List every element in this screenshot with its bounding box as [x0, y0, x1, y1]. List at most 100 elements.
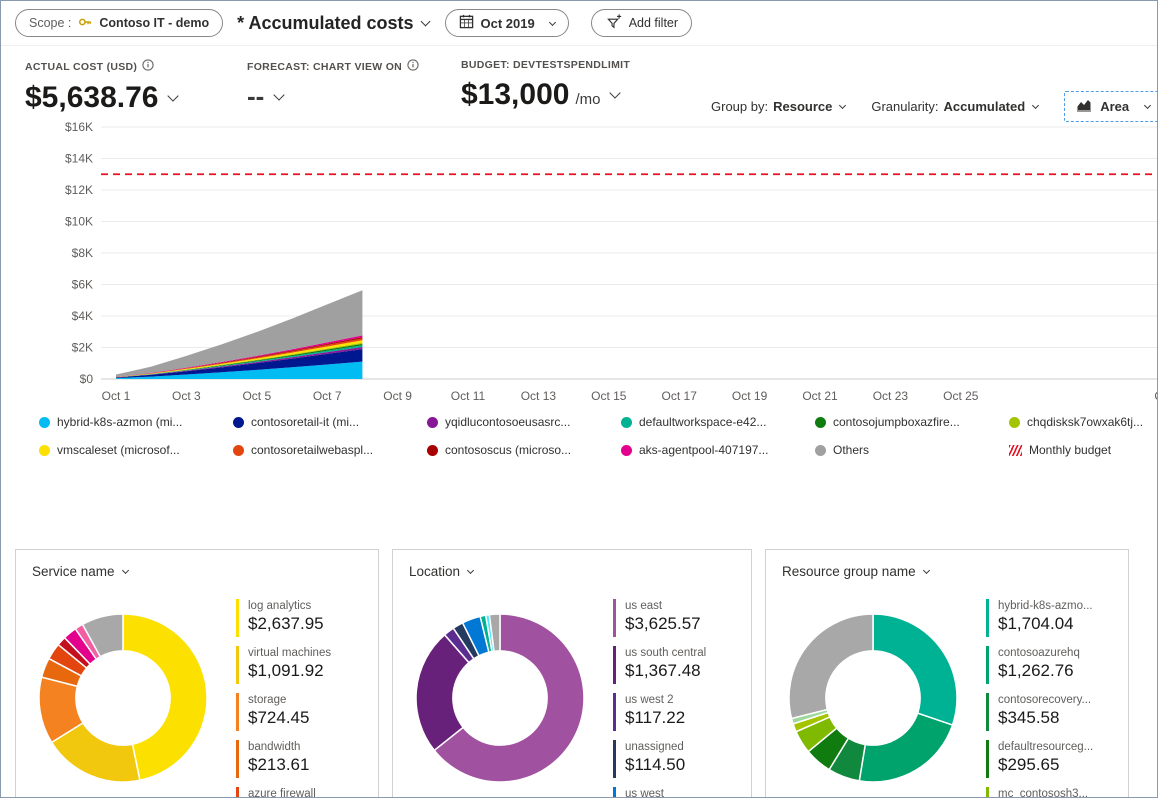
info-icon[interactable]	[407, 59, 419, 74]
donut-legend-label: contosoazurehq	[998, 647, 1080, 659]
chevron-down-icon	[548, 18, 556, 26]
legend-item[interactable]: contosoretail-it (mi...	[233, 415, 427, 429]
donut-legend-row[interactable]: contosoazurehq $1,262.76	[986, 646, 1093, 684]
forecast-value-dropdown[interactable]: --	[247, 81, 461, 112]
donut-legend-label: us east	[625, 600, 663, 612]
donut-legend-label: us west 2	[625, 694, 674, 706]
kpi-actual-cost: ACTUAL COST (USD) $5,638.76	[25, 59, 247, 115]
legend-label: chqdisksk7owxak6tj...	[1027, 415, 1144, 429]
legend-label: yqidlucontosoeusasrc...	[445, 415, 571, 429]
pivot-selector-resource-group-name[interactable]: Resource group name	[766, 550, 1128, 589]
legend-item[interactable]: Others	[815, 443, 1009, 457]
chart-controls: Group by: Resource Granularity: Accumula…	[711, 59, 1157, 122]
accumulated-cost-chart[interactable]: $0 $2K $4K $6K $8K $10K $12K $14K $16K Oct 1 Oct 3…	[1, 117, 1158, 413]
pivot-selector-location[interactable]: Location	[393, 550, 751, 589]
chart-type-dropdown[interactable]: Area	[1064, 91, 1157, 122]
donut-legend: log analytics $2,637.95 virtual machines $1…	[236, 597, 331, 798]
donut-legend-row[interactable]: unassigned $114.50	[613, 740, 706, 778]
budget-value-dropdown[interactable]: $13,000 /mo	[461, 78, 711, 112]
donut-legend-label: storage	[248, 694, 287, 706]
donut-legend-label: log analytics	[248, 600, 312, 612]
budget-value: $13,000	[461, 78, 570, 111]
donut-legend-row[interactable]: contosorecovery... $345.58	[986, 693, 1093, 731]
group-by-dropdown[interactable]: Group by: Resource	[711, 99, 847, 114]
svg-text:Oct 3: Oct 3	[172, 389, 201, 403]
donut-legend-value: $1,262.76	[998, 661, 1074, 680]
donut-hole	[75, 650, 171, 746]
donut-chart[interactable]	[38, 613, 208, 783]
donut-legend-row[interactable]: log analytics $2,637.95	[236, 599, 331, 637]
legend-item[interactable]: aks-agentpool-407197...	[621, 443, 815, 457]
donut-legend-row[interactable]: storage $724.45	[236, 693, 331, 731]
legend-item[interactable]: contosojumpboxazfire...	[815, 415, 1009, 429]
donut-legend-row[interactable]: bandwidth $213.61	[236, 740, 331, 778]
chevron-down-icon	[1032, 101, 1040, 110]
scope-selector[interactable]: Scope : Contoso IT - demo	[15, 9, 224, 37]
breakdown-cards: Service name log analytics $2,637.95 virtua…	[15, 549, 1129, 798]
forecast-value: --	[247, 81, 265, 111]
legend-label: contosoretail-it (mi...	[251, 415, 360, 429]
donut-legend-row[interactable]: us west	[613, 787, 706, 798]
chart-type-value: Area	[1100, 99, 1130, 114]
legend-label: contosoretailwebaspl...	[251, 443, 374, 457]
donut-legend-label: unassigned	[625, 741, 684, 753]
donut-legend-label: hybrid-k8s-azmo...	[998, 600, 1093, 612]
chart-legend: hybrid-k8s-azmon (mi... contosoretail-it …	[39, 415, 1157, 457]
legend-item[interactable]: contosoretailwebaspl...	[233, 443, 427, 457]
svg-text:$4K: $4K	[72, 309, 93, 323]
kpi-forecast: FORECAST: CHART VIEW ON --	[247, 59, 461, 112]
donut-legend: hybrid-k8s-azmo... $1,704.04 contosoazureh…	[986, 597, 1093, 798]
donut-legend-label: azure firewall	[248, 788, 316, 798]
donut-chart[interactable]	[788, 613, 958, 783]
legend-item[interactable]: defaultworkspace-e42...	[621, 415, 815, 429]
legend-item[interactable]: contososcus (microso...	[427, 443, 621, 457]
view-title-dropdown[interactable]: * Accumulated costs	[237, 12, 430, 34]
date-range-selector[interactable]: Oct 2019	[444, 9, 569, 37]
donut-legend-row[interactable]: defaultresourceg... $295.65	[986, 740, 1093, 778]
donut-legend-row[interactable]: us east $3,625.57	[613, 599, 706, 637]
legend-item[interactable]: Monthly budget	[1009, 443, 1157, 457]
add-filter-button[interactable]: Add filter	[590, 9, 693, 37]
svg-text:$14K: $14K	[65, 152, 93, 166]
series-color-dot	[621, 416, 632, 428]
add-filter-icon	[605, 14, 622, 32]
donut-legend-row[interactable]: virtual machines $1,091.92	[236, 646, 331, 684]
legend-item[interactable]: hybrid-k8s-azmon (mi...	[39, 415, 233, 429]
pivot-card-location: Location us east $3,625.57 us south central…	[392, 549, 752, 798]
svg-text:Oct 5: Oct 5	[242, 389, 271, 403]
card-body: us east $3,625.57 us south central $1,367.4…	[393, 589, 751, 798]
donut-legend-value: $117.22	[625, 708, 686, 727]
chevron-down-icon	[839, 101, 847, 110]
chevron-down-icon	[121, 566, 129, 575]
legend-item[interactable]: vmscaleset (microsof...	[39, 443, 233, 457]
actual-cost-value: $5,638.76	[25, 81, 159, 114]
svg-text:Oct 7: Oct 7	[313, 389, 342, 403]
donut-legend-row[interactable]: azure firewall	[236, 787, 331, 798]
donut-hole	[452, 650, 548, 746]
granularity-label: Granularity:	[871, 99, 939, 114]
chevron-down-icon	[420, 16, 430, 26]
legend-item[interactable]: chqdisksk7owxak6tj...	[1009, 415, 1157, 429]
series-color-dot	[39, 416, 50, 428]
donut-chart[interactable]	[415, 613, 585, 783]
donut-legend-row[interactable]: mc_contososh3...	[986, 787, 1093, 798]
chevron-down-icon	[273, 88, 285, 101]
donut-legend-row[interactable]: us south central $1,367.48	[613, 646, 706, 684]
donut-legend-label: us west	[625, 788, 664, 798]
pivot-selector-service-name[interactable]: Service name	[16, 550, 378, 589]
donut-legend-row[interactable]: hybrid-k8s-azmo... $1,704.04	[986, 599, 1093, 637]
donut-legend-label: mc_contososh3...	[998, 788, 1089, 798]
donut-legend-row[interactable]: us west 2 $117.22	[613, 693, 706, 731]
scope-value: Contoso IT - demo	[99, 16, 210, 30]
view-title-text: * Accumulated costs	[237, 12, 414, 33]
card-body: log analytics $2,637.95 virtual machines $1…	[16, 589, 378, 798]
actual-cost-value-dropdown[interactable]: $5,638.76	[25, 81, 247, 115]
legend-item[interactable]: yqidlucontosoeusasrc...	[427, 415, 621, 429]
svg-text:$8K: $8K	[72, 246, 93, 260]
scope-label: Scope :	[29, 16, 72, 30]
forecast-label: FORECAST: CHART VIEW ON	[247, 60, 403, 73]
granularity-dropdown[interactable]: Granularity: Accumulated	[871, 99, 1040, 114]
card-title: Service name	[32, 564, 115, 579]
legend-label: defaultworkspace-e42...	[639, 415, 767, 429]
info-icon[interactable]	[142, 59, 154, 74]
